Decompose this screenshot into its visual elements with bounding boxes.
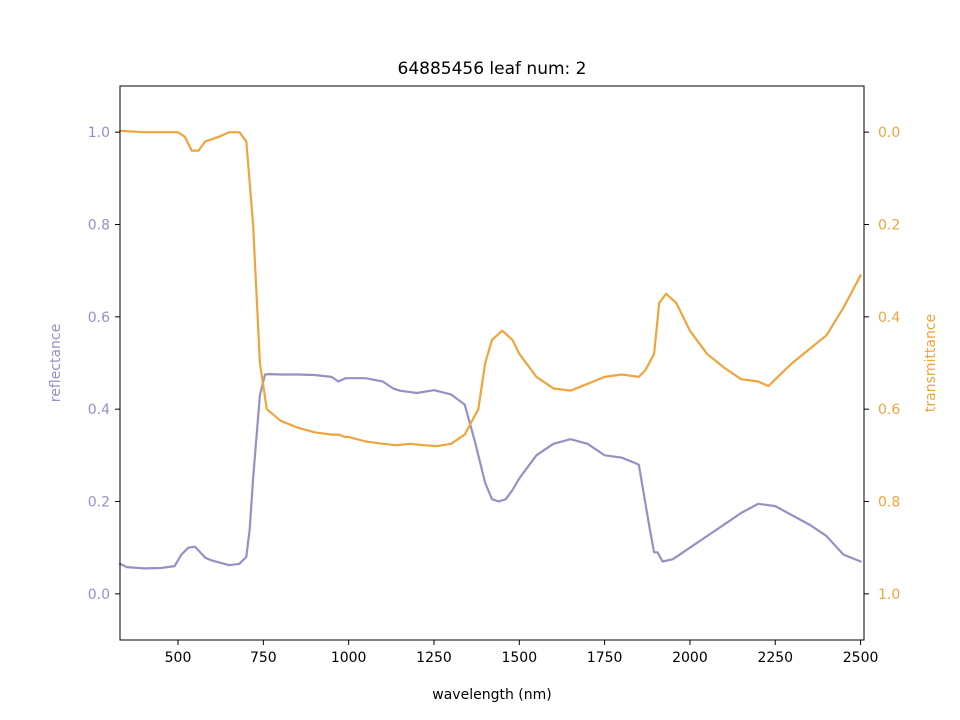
y-axis-left: 0.0 0.2 0.4 0.6 0.8 1.0 (88, 125, 120, 603)
y-left-tick-label: 0.4 (88, 402, 110, 418)
y-left-tick-label: 0.0 (88, 587, 110, 603)
reflectance-series-line (118, 373, 862, 570)
y-left-tick-label: 0.2 (88, 495, 110, 511)
y-left-tick-label: 0.8 (88, 218, 110, 234)
y-right-tick-label: 0.8 (878, 495, 900, 511)
y-left-tick-label: 1.0 (88, 125, 110, 141)
plot-area (118, 129, 862, 570)
y-axis-right: 0.0 0.2 0.4 0.6 0.8 1.0 (864, 125, 900, 603)
y-right-tick-label: 0.6 (878, 402, 900, 418)
transmittance-series-line (118, 129, 862, 448)
axes-frame (119, 85, 865, 641)
y-right-tick-label: 1.0 (878, 587, 900, 603)
x-tick-label: 2250 (757, 650, 793, 666)
x-tick-label: 2500 (843, 650, 879, 666)
x-tick-label: 2000 (672, 650, 708, 666)
x-axis-label: wavelength (nm) (432, 687, 551, 703)
x-tick-label: 1250 (416, 650, 452, 666)
chart-title: 64885456 leaf num: 2 (398, 59, 587, 79)
x-tick-label: 1000 (331, 650, 367, 666)
y-left-tick-label: 0.6 (88, 310, 110, 326)
y-axis-right-label: transmittance (923, 314, 939, 412)
y-right-tick-label: 0.2 (878, 218, 900, 234)
x-tick-label: 750 (250, 650, 277, 666)
x-tick-label: 1500 (501, 650, 537, 666)
y-right-tick-label: 0.4 (878, 310, 900, 326)
x-tick-label: 1750 (587, 650, 623, 666)
x-tick-label: 500 (165, 650, 192, 666)
y-axis-left-label: reflectance (48, 324, 64, 402)
y-right-tick-label: 0.0 (878, 125, 900, 141)
x-axis: 500 750 1000 1250 1500 1750 2000 2250 2500 (165, 640, 879, 666)
